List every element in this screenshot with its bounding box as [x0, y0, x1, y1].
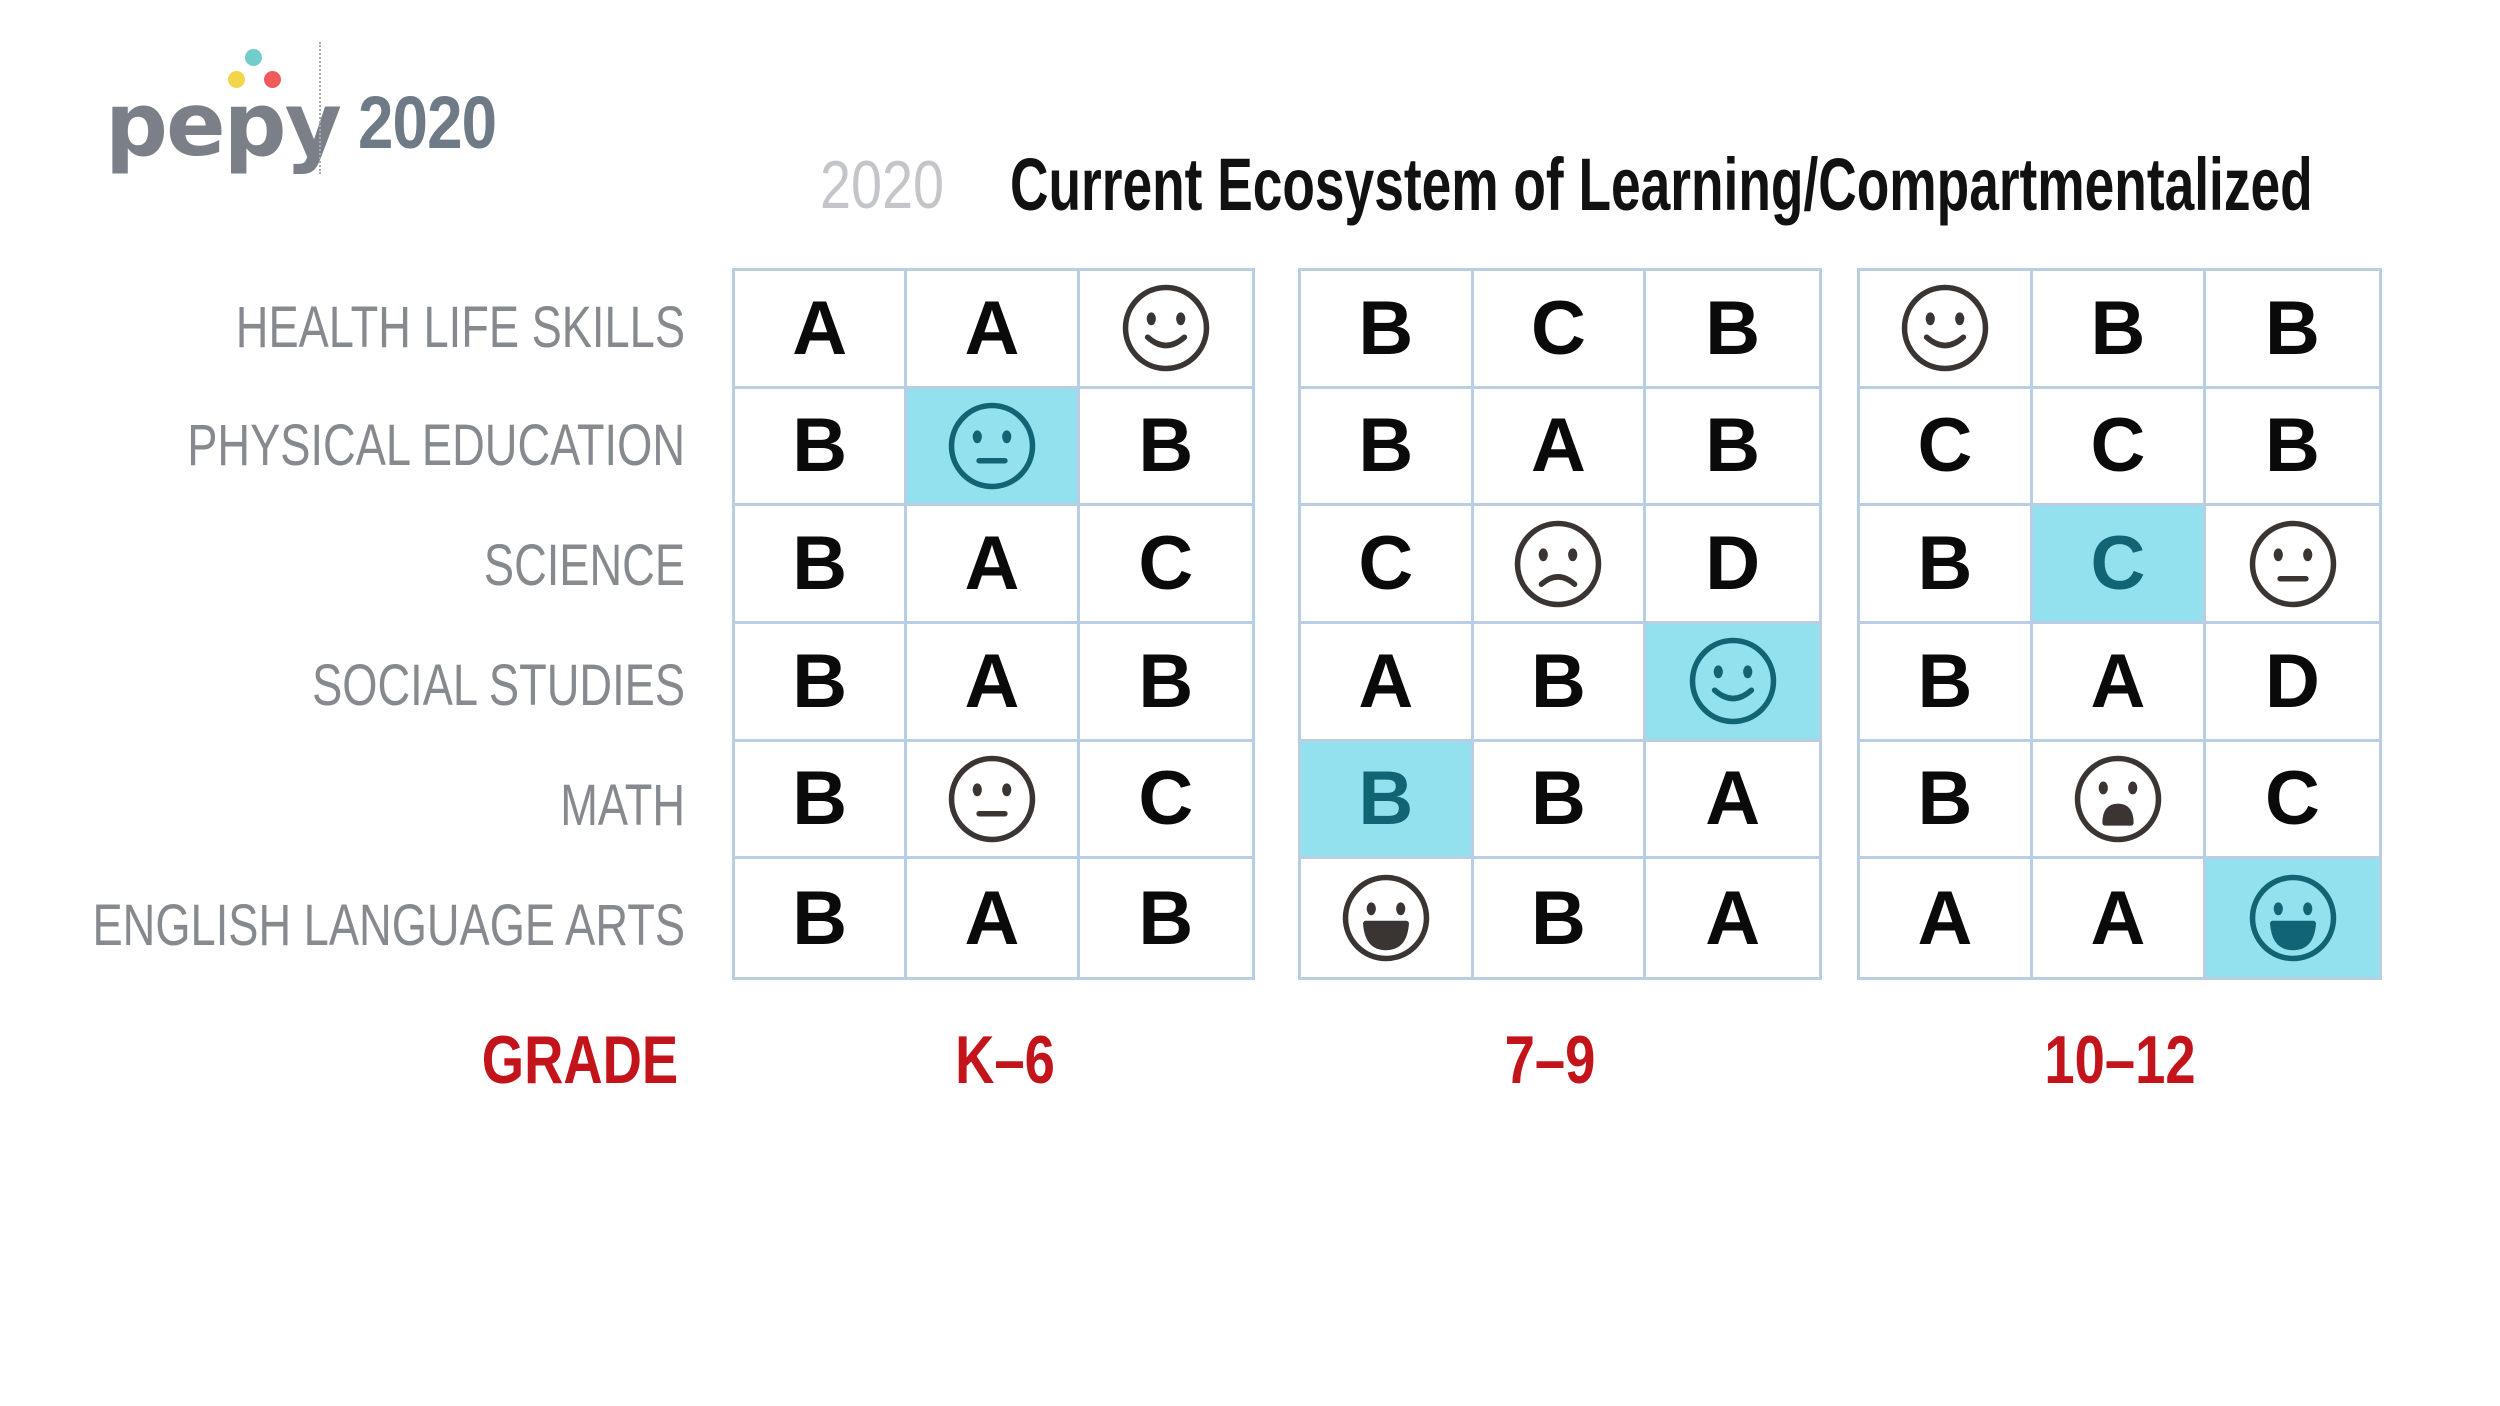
grade-7-9-label: 7–9 — [1504, 1022, 1596, 1098]
grade-cell: B — [1301, 388, 1474, 507]
grade-cell: B — [735, 741, 908, 860]
grade-k-6-label: K–6 — [955, 1022, 1055, 1098]
grade-cell: A — [1646, 742, 1819, 860]
grade-cell: A — [1473, 388, 1647, 507]
grade-cell: B — [2206, 271, 2379, 389]
grade-cell: B — [1138, 875, 1194, 961]
grade-cell: A — [1301, 623, 1474, 742]
shocked-icon — [2074, 755, 2162, 843]
grade-cell: B — [1646, 389, 1819, 507]
grade-cell: C — [2033, 388, 2206, 507]
grade-cell: B — [1301, 741, 1474, 860]
grade-cell: C — [1301, 506, 1474, 624]
grade-cell: B — [1860, 741, 2033, 860]
grade-cell: B — [1473, 623, 1647, 742]
neutral-icon — [2249, 520, 2336, 607]
grade-cell-face — [1473, 506, 1647, 624]
grade-cell: D — [2206, 624, 2379, 742]
grade-cell: C — [2206, 742, 2379, 860]
grin-icon — [1342, 874, 1430, 962]
grade-cell-face — [2206, 859, 2379, 977]
grade-cell: A — [1705, 875, 1761, 961]
grade-cell: A — [907, 506, 1080, 624]
grade-cell: B — [1079, 624, 1252, 742]
grade-cell-face — [2206, 506, 2379, 624]
grade-cell: B — [1860, 623, 2033, 742]
logo-dot-red — [264, 71, 281, 88]
grade-cell-face — [1860, 271, 2033, 389]
grade-cell: B — [735, 506, 908, 624]
frown-icon — [1515, 520, 1602, 607]
grade-cell: A — [907, 271, 1080, 389]
grade-cell: D — [1646, 506, 1819, 624]
grade-cell-face — [1079, 271, 1252, 389]
grade-cell: A — [735, 271, 908, 389]
grade-cell: B — [735, 859, 908, 977]
grade-cell: B — [1646, 271, 1819, 389]
grade-cell: A — [1860, 859, 2033, 977]
pepy-logo: pepy — [105, 45, 342, 175]
subject-label: ENGLISH LANGUAGE ARTS — [92, 893, 685, 958]
neutral-icon — [948, 755, 1036, 843]
grade-cell-face — [2033, 741, 2206, 860]
grade-cell: B — [1473, 741, 1647, 860]
grade-cell-face — [1646, 623, 1819, 742]
grade-cell: B — [1301, 271, 1474, 389]
grade-cell: B — [735, 388, 908, 507]
header-divider — [319, 42, 321, 174]
grade-cell: C — [1473, 271, 1647, 389]
header: pepy 2020 2020 Current Ecosystem of Lear… — [0, 0, 2500, 260]
grade-cell: B — [1474, 859, 1647, 977]
grade-label: GRADE — [481, 1022, 679, 1098]
neutral-icon — [948, 402, 1036, 490]
grade-cell: A — [2033, 623, 2206, 742]
subject-label: HEALTH LIFE SKILLS — [235, 295, 685, 360]
title-year: 2020 — [820, 147, 945, 223]
grade-cell: B — [1860, 506, 2033, 624]
grade-cell: A — [2033, 859, 2206, 977]
slide-title: 2020 Current Ecosystem of Learning/Compa… — [820, 140, 2400, 230]
grade-cell: B — [735, 623, 908, 742]
grade-cell: C — [1079, 506, 1252, 624]
smile-icon — [1122, 285, 1210, 372]
grade-cell: B — [1079, 389, 1252, 507]
logo-dot-teal — [245, 49, 262, 66]
subject-label: SOCIAL STUDIES — [312, 653, 685, 718]
grade-cell: B — [2206, 389, 2379, 507]
brand-year: 2020 — [358, 81, 497, 164]
grade-cell: C — [2033, 506, 2206, 624]
logo-wordmark: pepy — [105, 73, 342, 176]
grade-cell: B — [2033, 271, 2206, 389]
grade-cell: C — [1860, 388, 2033, 507]
grin-icon — [2249, 874, 2336, 962]
smile-icon — [1689, 638, 1776, 725]
grade-cell-face — [907, 388, 1080, 507]
logo-dot-yellow — [228, 71, 245, 88]
grade-cell: C — [1079, 742, 1252, 860]
subject-label: SCIENCE — [483, 533, 685, 598]
subject-label: MATH — [560, 773, 685, 838]
grade-10-12-label: 10–12 — [2044, 1022, 2196, 1098]
smile-icon — [1901, 285, 1989, 372]
title-text: Current Ecosystem of Learning/Compartmen… — [1010, 143, 2313, 226]
grade-cell-face — [907, 741, 1080, 860]
grade-cell: A — [907, 859, 1080, 977]
grade-cell: A — [907, 623, 1080, 742]
subject-label: PHYSICAL EDUCATION — [187, 413, 685, 478]
grade-cell-face — [1301, 859, 1474, 977]
